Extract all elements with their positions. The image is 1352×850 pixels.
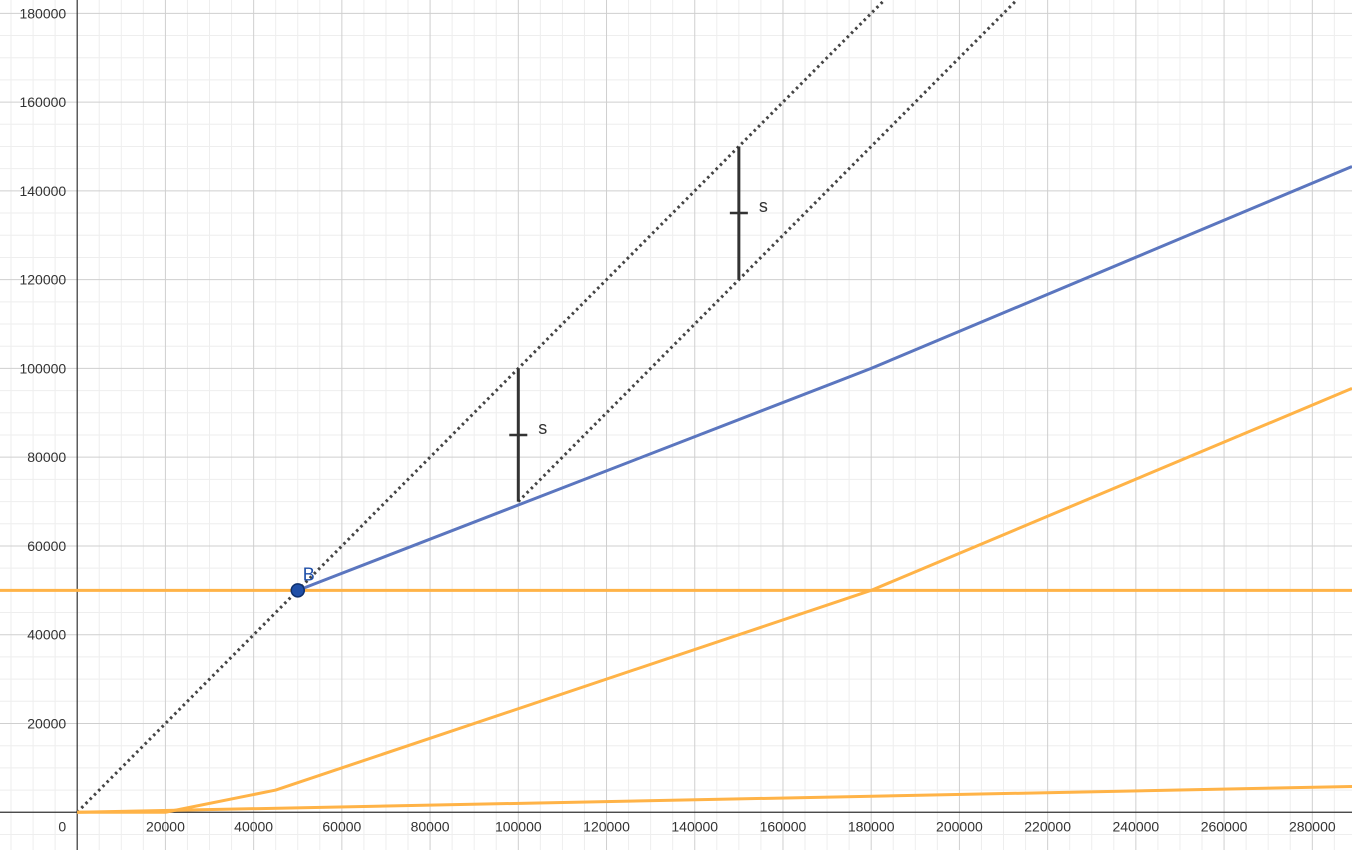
segment-label: s [759, 196, 768, 216]
series-line-5[interactable] [77, 785, 1352, 814]
series-line-1[interactable] [517, 0, 1018, 503]
y-tick-label: 60000 [27, 538, 66, 554]
x-tick-label: 200000 [936, 818, 983, 834]
y-tick-label: 180000 [19, 5, 66, 21]
x-tick-labels: 20000 40000 60000 80000 100000 120000 140000 16… [58, 818, 1335, 834]
x-tick-label: 100000 [495, 818, 542, 834]
x-tick-label: 260000 [1201, 818, 1248, 834]
x-tick-label: 220000 [1024, 818, 1071, 834]
point-layer[interactable]: B [290, 564, 315, 598]
y-tick-label: 160000 [19, 94, 66, 110]
x-tick-label: 120000 [583, 818, 630, 834]
segment-label: s [538, 418, 547, 438]
point-b[interactable] [290, 583, 305, 598]
y-tick-label: 100000 [19, 360, 66, 376]
x-tick-label: 280000 [1289, 818, 1336, 834]
y-tick-label: 80000 [27, 449, 66, 465]
point-label: B [303, 564, 315, 584]
segment-layer: ss [509, 146, 768, 502]
x-tick-label: 180000 [848, 818, 895, 834]
x-tick-label: 160000 [760, 818, 807, 834]
x-tick-label: 140000 [671, 818, 718, 834]
y-tick-labels: 20000 40000 60000 80000 100000 120000 140000 16… [19, 5, 66, 731]
y-tick-label: 120000 [19, 272, 66, 288]
x-tick-label: 40000 [234, 818, 273, 834]
y-tick-label: 140000 [19, 183, 66, 199]
series-line-2[interactable] [297, 165, 1352, 592]
x-tick-label: 20000 [146, 818, 185, 834]
y-tick-label: 20000 [27, 715, 66, 731]
origin-label: 0 [58, 818, 66, 834]
x-tick-label: 240000 [1112, 818, 1159, 834]
x-tick-label: 80000 [411, 818, 450, 834]
series-line-0[interactable] [76, 0, 886, 814]
series-line-4[interactable] [77, 386, 1352, 814]
x-tick-label: 60000 [322, 818, 361, 834]
y-tick-label: 40000 [27, 627, 66, 643]
series-layer [0, 0, 1352, 814]
